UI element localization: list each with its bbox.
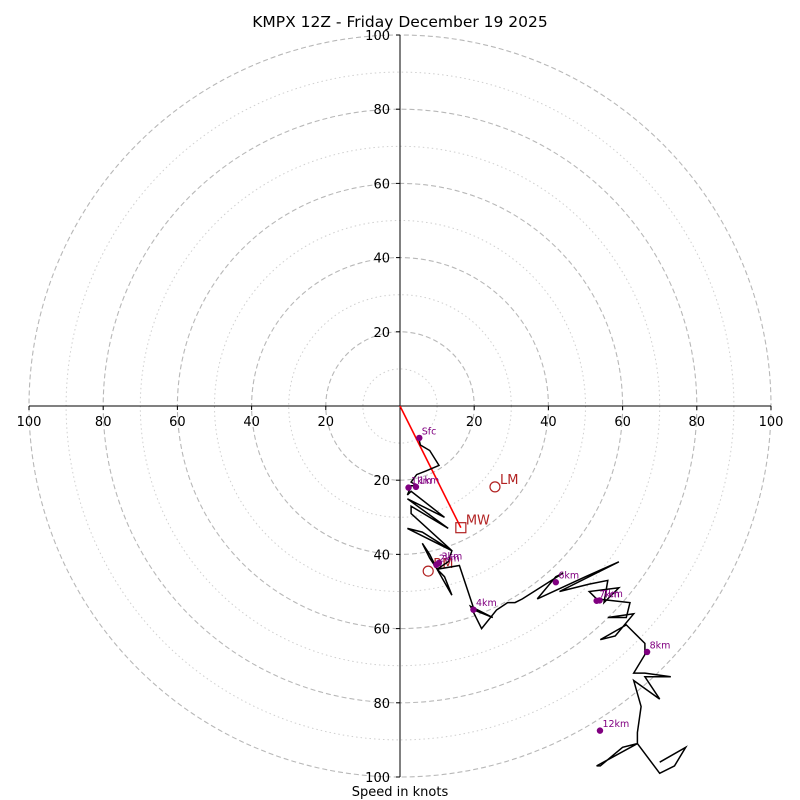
height-marker-label: 1km [418, 475, 439, 486]
height-marker-dot [405, 484, 412, 491]
y-tick-label: 20 [373, 474, 390, 489]
tick-labels: 100 80 60 40 20 20 40 60 80 100 100 80 60 40 20 20 40 60 8… [17, 29, 784, 786]
y-tick-label: 100 [365, 29, 390, 44]
y-tick-label: 60 [373, 177, 390, 192]
height-marker-label: 1km [411, 476, 432, 487]
height-marker-dot [416, 434, 423, 442]
height-marker-dot [596, 727, 604, 734]
storm-motion-vector [399, 405, 462, 529]
height-marker-dot [412, 483, 420, 491]
height-marker-dot [643, 648, 651, 656]
y-tick-label: 80 [373, 697, 390, 712]
storm-label-lm: LM [500, 473, 518, 488]
height-marker-label: 12km [602, 719, 629, 730]
height-marker-label: 8km [650, 640, 671, 651]
chart-title: KMPX 12Z - Friday December 19 2025 [252, 13, 548, 31]
x-tick-label: 40 [243, 415, 260, 430]
x-tick-label: 40 [540, 415, 557, 430]
height-marker-label: 3km [441, 551, 462, 562]
storm-point-rm [422, 565, 434, 577]
x-tick-label: 100 [759, 415, 784, 430]
x-tick-label: 60 [614, 415, 631, 430]
height-marker-label: 2km [439, 553, 460, 564]
x-tick-label: 100 [17, 415, 42, 430]
height-marker-label: 7km [599, 589, 620, 600]
storm-point-mw [455, 522, 467, 534]
storm-label-mw: MW [466, 514, 490, 529]
y-tick-label: 40 [373, 548, 390, 563]
height-marker-label: 6km [558, 571, 579, 582]
height-marker-label: 4km [476, 598, 497, 609]
height-marker-dot [596, 597, 603, 604]
hodograph-trace [406, 437, 688, 775]
x-tick-label: 80 [689, 415, 706, 430]
height-marker-dot [435, 559, 443, 567]
y-tick-label: 60 [373, 623, 390, 638]
x-tick-label: 60 [169, 415, 186, 430]
y-tick-label: 80 [373, 103, 390, 118]
hodograph-trace-group [406, 437, 688, 775]
height-marker-dot [552, 579, 560, 586]
height-marker-label: 7km [602, 589, 623, 600]
x-tick-label: 20 [466, 415, 483, 430]
storm-point-lm [489, 481, 501, 493]
height-marker-label: Sfc [422, 426, 437, 437]
x-tick-label: 20 [318, 415, 335, 430]
x-tick-label: 80 [95, 415, 112, 430]
y-tick-label: 20 [373, 326, 390, 341]
x-axis-label: Speed in knots [352, 785, 449, 800]
y-tick-label: 40 [373, 252, 390, 267]
y-tick-label: 100 [365, 771, 390, 786]
height-marker-dot [470, 606, 477, 613]
